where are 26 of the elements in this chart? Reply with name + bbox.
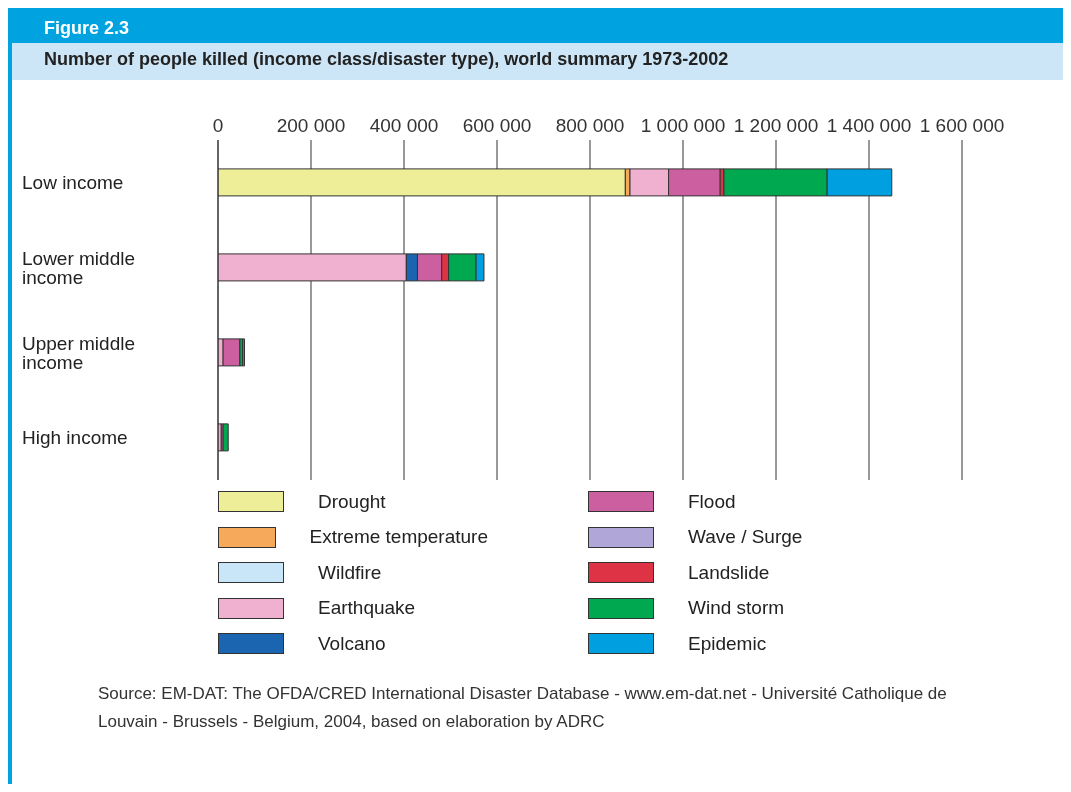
x-tick-label: 1 600 000 <box>919 115 1005 136</box>
legend-label: Epidemic <box>688 632 767 655</box>
legend-label: Volcano <box>318 632 386 655</box>
legend-label: Flood <box>688 490 736 513</box>
y-tick-label: High income <box>22 427 128 449</box>
x-tick-label: 1 400 000 <box>826 115 912 136</box>
chart-subtitle: Number of people killed (income class/disaster type), world summary 1973-2002 <box>12 43 1063 80</box>
x-tick-label: 400 000 <box>369 115 439 136</box>
source-note: Source: EM-DAT: The OFDA/CRED International Disaster Database - www.em-dat.net - Université Catholique de Louvain - Brussels - Belgium, 2004, based on elaboration by ADRC <box>98 682 948 733</box>
x-tick-label: 1 000 000 <box>640 115 726 136</box>
legend-label: Earthquake <box>318 597 416 620</box>
x-tick-label: 800 000 <box>555 115 625 136</box>
x-tick-label: 0 <box>212 115 224 136</box>
x-tick-label: 600 000 <box>462 115 532 136</box>
chart-title: Figure 2.3 <box>12 8 1063 43</box>
legend-label: Drought <box>318 490 386 513</box>
legend-label: Wildfire <box>318 561 382 584</box>
y-tick-label: Upper middle income <box>22 332 135 373</box>
x-tick-label: 200 000 <box>276 115 346 136</box>
legend-label: Extreme temperature <box>309 526 488 549</box>
legend-label: Wind storm <box>688 597 785 620</box>
legend-label: Wave / Surge <box>688 526 803 549</box>
x-tick-label: 1 200 000 <box>733 115 819 136</box>
y-tick-label: Lower middle income <box>22 247 135 288</box>
y-tick-label: Low income <box>22 172 124 194</box>
legend-label: Landslide <box>688 561 770 584</box>
